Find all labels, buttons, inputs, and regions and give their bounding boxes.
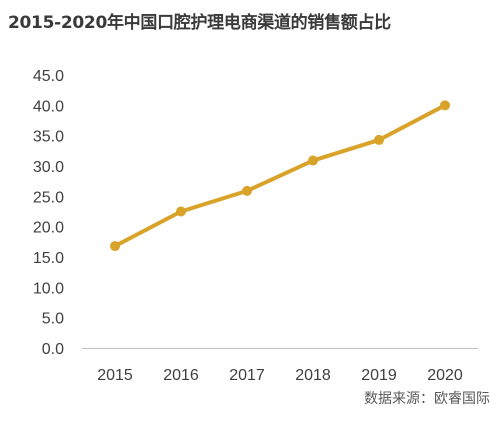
source-note: 数据来源：欧睿国际 (364, 391, 490, 407)
data-point (242, 185, 252, 196)
chart-title: 2015-2020年中国口腔护理电商渠道的销售额占比 (8, 13, 391, 33)
x-axis-ticks: 2015 2016 2017 2018 2019 2020 (97, 367, 463, 384)
data-point (374, 134, 384, 145)
x-tick-label: 2015 (97, 367, 133, 384)
series-group (110, 100, 450, 252)
data-point (308, 155, 318, 166)
data-point (440, 100, 450, 111)
data-point (176, 206, 186, 217)
x-tick-label: 2017 (229, 367, 265, 384)
x-tick-label: 2016 (163, 367, 199, 384)
y-tick-label: 40.0 (33, 98, 64, 115)
y-tick-label: 45.0 (33, 68, 64, 85)
y-tick-label: 30.0 (33, 159, 64, 176)
y-tick-label: 20.0 (33, 220, 64, 237)
y-axis-ticks: 0.0 5.0 10.0 15.0 20.0 25.0 30.0 35.0 40.0 45.0 (33, 68, 64, 358)
y-tick-label: 5.0 (42, 311, 64, 328)
y-tick-label: 0.0 (42, 341, 64, 358)
data-point (110, 241, 120, 252)
x-tick-label: 2019 (361, 367, 397, 384)
y-tick-label: 10.0 (33, 280, 64, 297)
series-line (113, 103, 447, 249)
y-tick-label: 15.0 (33, 250, 64, 267)
x-tick-label: 2018 (295, 367, 331, 384)
y-tick-label: 35.0 (33, 129, 64, 146)
x-tick-label: 2020 (427, 367, 463, 384)
y-tick-label: 25.0 (33, 189, 64, 206)
